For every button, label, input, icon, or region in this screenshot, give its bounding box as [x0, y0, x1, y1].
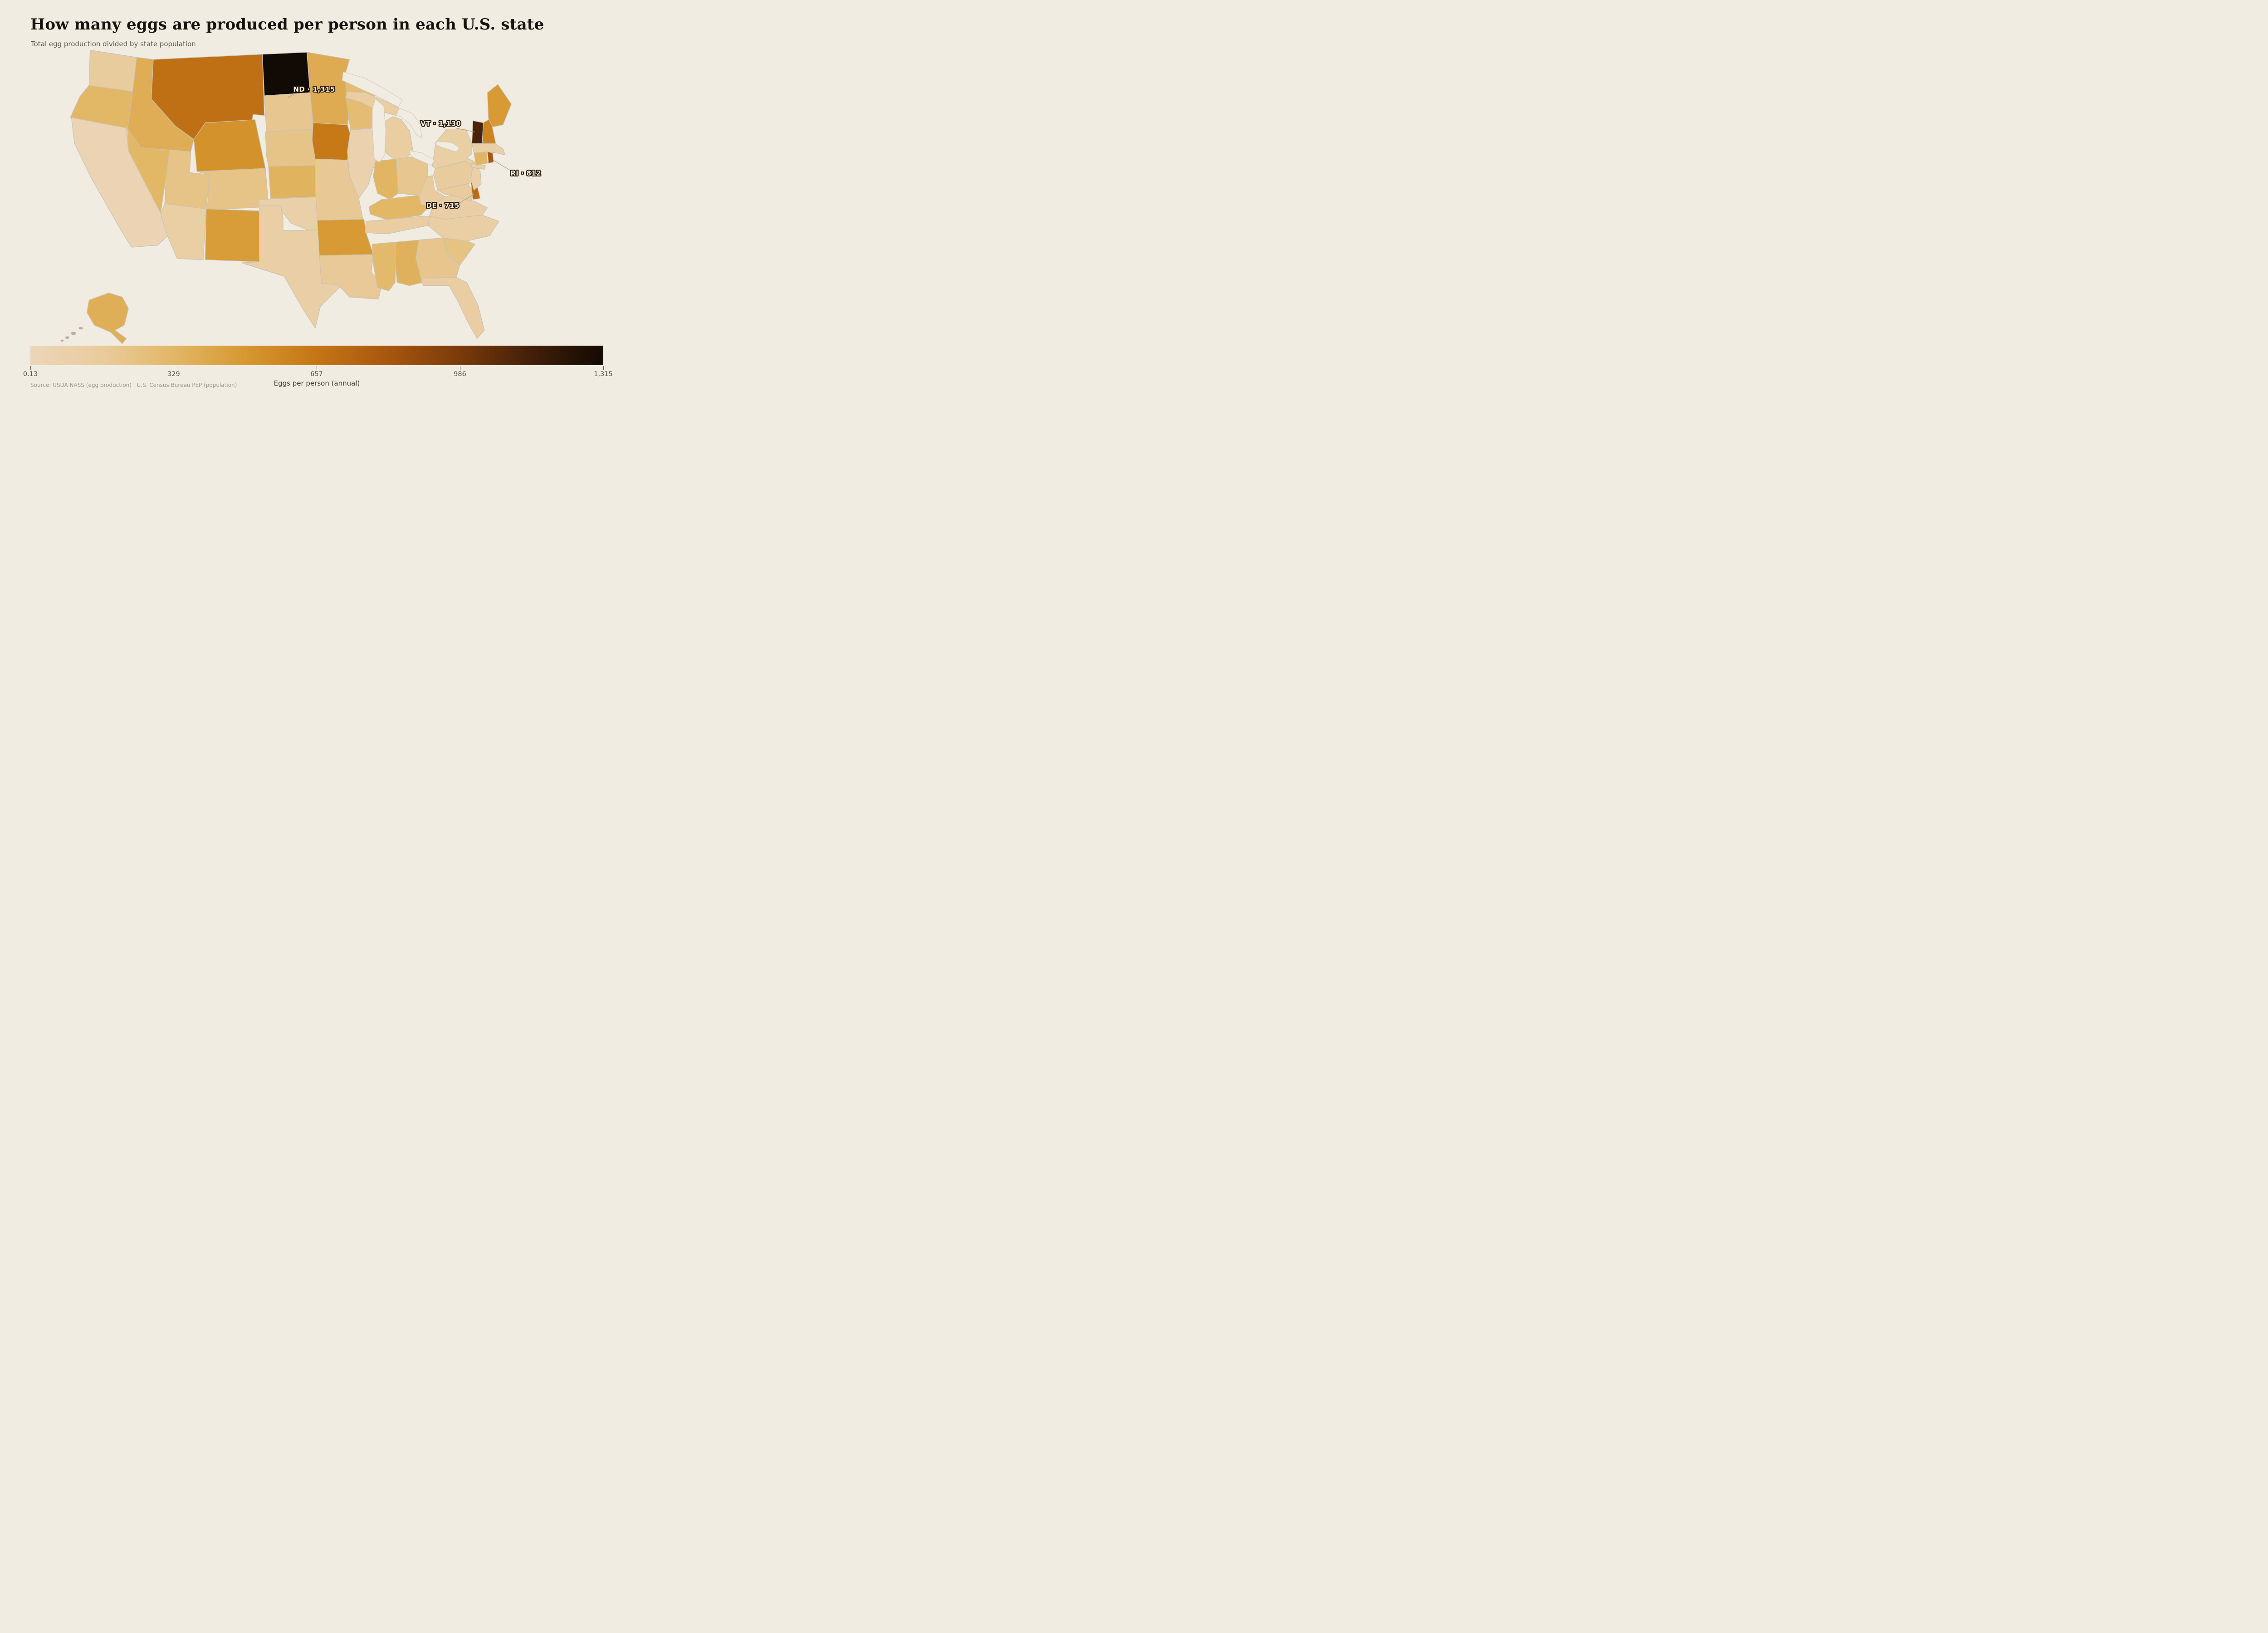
- callout-leader-nd: [287, 93, 295, 98]
- state-tn[interactable]: [365, 215, 430, 234]
- source-note: Source: USDA NASS (egg production) · U.S…: [30, 382, 237, 388]
- state-fl[interactable]: [420, 277, 485, 339]
- great-lake-3: [396, 108, 423, 139]
- state-ca[interactable]: [71, 117, 168, 248]
- callout-label-nd: ND · 1,315: [293, 85, 335, 93]
- great-lake-1: [342, 71, 403, 108]
- legend-tick-label: 657: [310, 371, 323, 378]
- callout-label-vt: VT · 1,130: [420, 119, 461, 127]
- state-nm[interactable]: [205, 208, 261, 262]
- legend-tick-label: 986: [454, 371, 466, 378]
- legend-tick-mark: [459, 366, 461, 370]
- state-ct[interactable]: [474, 152, 488, 166]
- color-legend: 0.13 329 657 986 1,315: [23, 346, 613, 381]
- callout-leader-vt: [455, 127, 475, 132]
- legend-tick-mark: [603, 366, 604, 370]
- state-wv[interactable]: [419, 175, 445, 207]
- state-vt[interactable]: [471, 120, 484, 144]
- state-az[interactable]: [160, 203, 207, 260]
- callout-label-de: DE · 715: [426, 201, 459, 210]
- map-svg: ND · 1,315 VT · 1,130 RI · 812 DE · 715: [60, 49, 542, 344]
- state-co[interactable]: [196, 168, 269, 210]
- state-me[interactable]: [487, 84, 512, 127]
- callout-leader-ri: [493, 160, 512, 171]
- aleutian-island-2: [65, 336, 69, 339]
- great-lake-4: [409, 150, 435, 166]
- state-ut[interactable]: [164, 149, 210, 210]
- state-nh[interactable]: [482, 118, 496, 144]
- page-subtitle: Total egg production divided by state po…: [31, 40, 196, 48]
- state-ar[interactable]: [317, 219, 374, 256]
- aleutian-island-1: [71, 332, 76, 335]
- state-ky[interactable]: [369, 195, 432, 221]
- state-sd[interactable]: [264, 92, 313, 132]
- legend-tick-mark: [173, 366, 175, 370]
- state-nc[interactable]: [428, 215, 499, 241]
- legend-tick-mark: [316, 366, 318, 370]
- state-ma[interactable]: [471, 143, 506, 156]
- legend-tick-label: 329: [167, 371, 180, 378]
- state-wa[interactable]: [88, 49, 137, 92]
- state-la[interactable]: [319, 254, 382, 300]
- us-choropleth-map: ND · 1,315 VT · 1,130 RI · 812 DE · 715: [59, 41, 565, 359]
- aleutian-island-3: [78, 327, 83, 330]
- state-ri[interactable]: [487, 152, 494, 164]
- legend-ticks: 0.13 329 657 986 1,315: [23, 365, 613, 381]
- state-in[interactable]: [373, 159, 399, 200]
- state-ak[interactable]: [87, 293, 129, 344]
- great-lake-5: [435, 141, 460, 152]
- state-mo[interactable]: [315, 159, 363, 221]
- legend-tick-label: 1,315: [594, 371, 613, 378]
- great-lake-2: [372, 98, 386, 163]
- state-nj[interactable]: [470, 166, 482, 191]
- state-va[interactable]: [429, 195, 488, 220]
- callout-label-ri: RI · 812: [510, 169, 541, 177]
- legend-gradient-bar: [30, 346, 603, 365]
- aleutian-island-4: [60, 339, 64, 342]
- state-wy[interactable]: [193, 119, 266, 172]
- state-ia[interactable]: [312, 122, 352, 161]
- legend-tick-label: 0.13: [23, 371, 38, 378]
- page-title: How many eggs are produced per person in…: [30, 15, 544, 34]
- callout-leader-de: [457, 194, 474, 205]
- legend-tick-mark: [30, 366, 31, 370]
- legend-axis-label: Eggs per person (annual): [274, 379, 360, 387]
